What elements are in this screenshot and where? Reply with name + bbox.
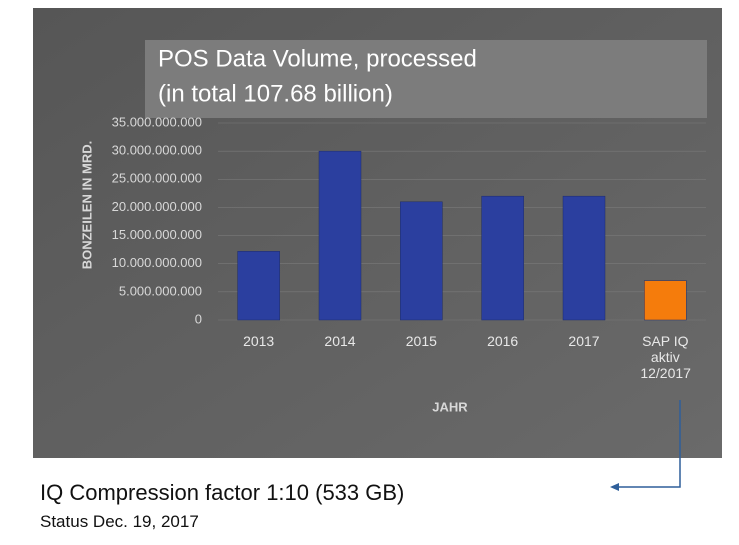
- y-tick-label: 0: [195, 311, 202, 326]
- y-tick-label: 10.000.000.000: [112, 255, 202, 270]
- bar: [237, 251, 280, 321]
- y-tick-label: 25.000.000.000: [112, 171, 202, 186]
- x-tick-label: 2017: [568, 333, 600, 349]
- bar: [400, 201, 443, 321]
- x-tick-label: 2014: [324, 333, 356, 349]
- x-tick-label: 2013: [243, 333, 275, 349]
- arrow-line: [614, 400, 681, 488]
- x-tick-label: 2016: [487, 333, 519, 349]
- bar: [562, 195, 606, 321]
- y-tick-label: 15.000.000.000: [112, 227, 202, 242]
- y-axis-label: BONZEILEN IN MRD.: [79, 141, 94, 270]
- chart-title: POS Data Volume, processed: [158, 45, 477, 72]
- y-tick-label: 35.000.000.000: [112, 114, 202, 129]
- x-tick-label: SAP IQ aktiv 12/2017: [640, 333, 691, 381]
- chart-subtitle: (in total 107.68 billion): [158, 80, 393, 107]
- bar: [481, 195, 524, 321]
- y-tick-label: 30.000.000.000: [112, 143, 202, 158]
- compression-note: IQ Compression factor 1:10 (533 GB): [40, 480, 405, 505]
- title-box: [145, 40, 707, 118]
- y-tick-label: 20.000.000.000: [112, 199, 202, 214]
- y-tick-label: 5.000.000.000: [119, 283, 202, 298]
- bar: [318, 150, 362, 321]
- x-tick-label: 2015: [405, 333, 437, 349]
- arrow-head: [610, 483, 619, 491]
- status-note: Status Dec. 19, 2017: [40, 512, 199, 531]
- x-axis-label: JAHR: [432, 399, 468, 414]
- bar: [644, 280, 687, 321]
